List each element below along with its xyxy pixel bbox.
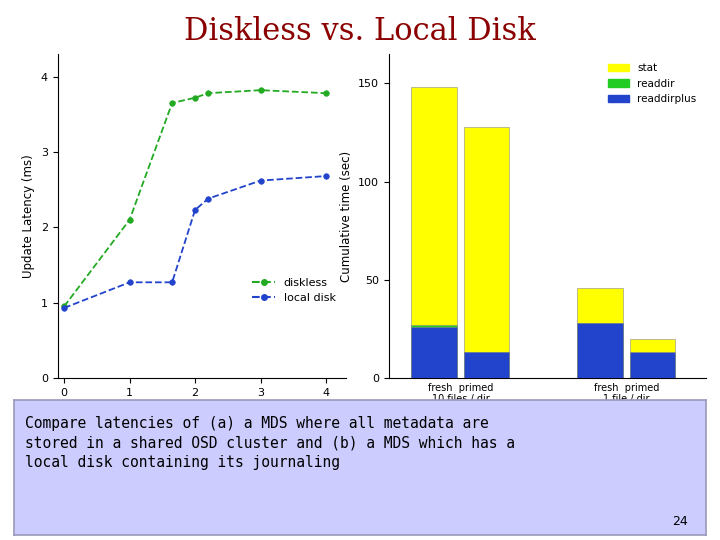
Bar — [464, 127, 510, 378]
Y-axis label: Cumulative time (sec): Cumulative time (sec) — [340, 151, 353, 281]
Bar — [411, 87, 456, 378]
Bar — [577, 323, 623, 378]
Bar — [630, 354, 675, 378]
Bar — [464, 353, 510, 378]
Text: Compare latencies of (a) a MDS where all metadata are
stored in a shared OSD clu: Compare latencies of (a) a MDS where all… — [24, 416, 515, 470]
Bar — [577, 288, 623, 378]
Bar — [630, 353, 675, 378]
Bar — [630, 339, 675, 378]
Y-axis label: Update Latency (ms): Update Latency (ms) — [22, 154, 35, 278]
Bar — [411, 325, 456, 378]
X-axis label: Metadata Replication: Metadata Replication — [139, 403, 264, 416]
Legend: diskless, local disk: diskless, local disk — [248, 273, 340, 308]
Bar — [464, 353, 510, 378]
Text: Diskless vs. Local Disk: Diskless vs. Local Disk — [184, 16, 536, 47]
Legend: stat, readdir, readdirplus: stat, readdir, readdirplus — [603, 59, 701, 108]
Bar — [411, 327, 456, 378]
Text: 24: 24 — [672, 515, 688, 528]
Bar — [577, 323, 623, 378]
